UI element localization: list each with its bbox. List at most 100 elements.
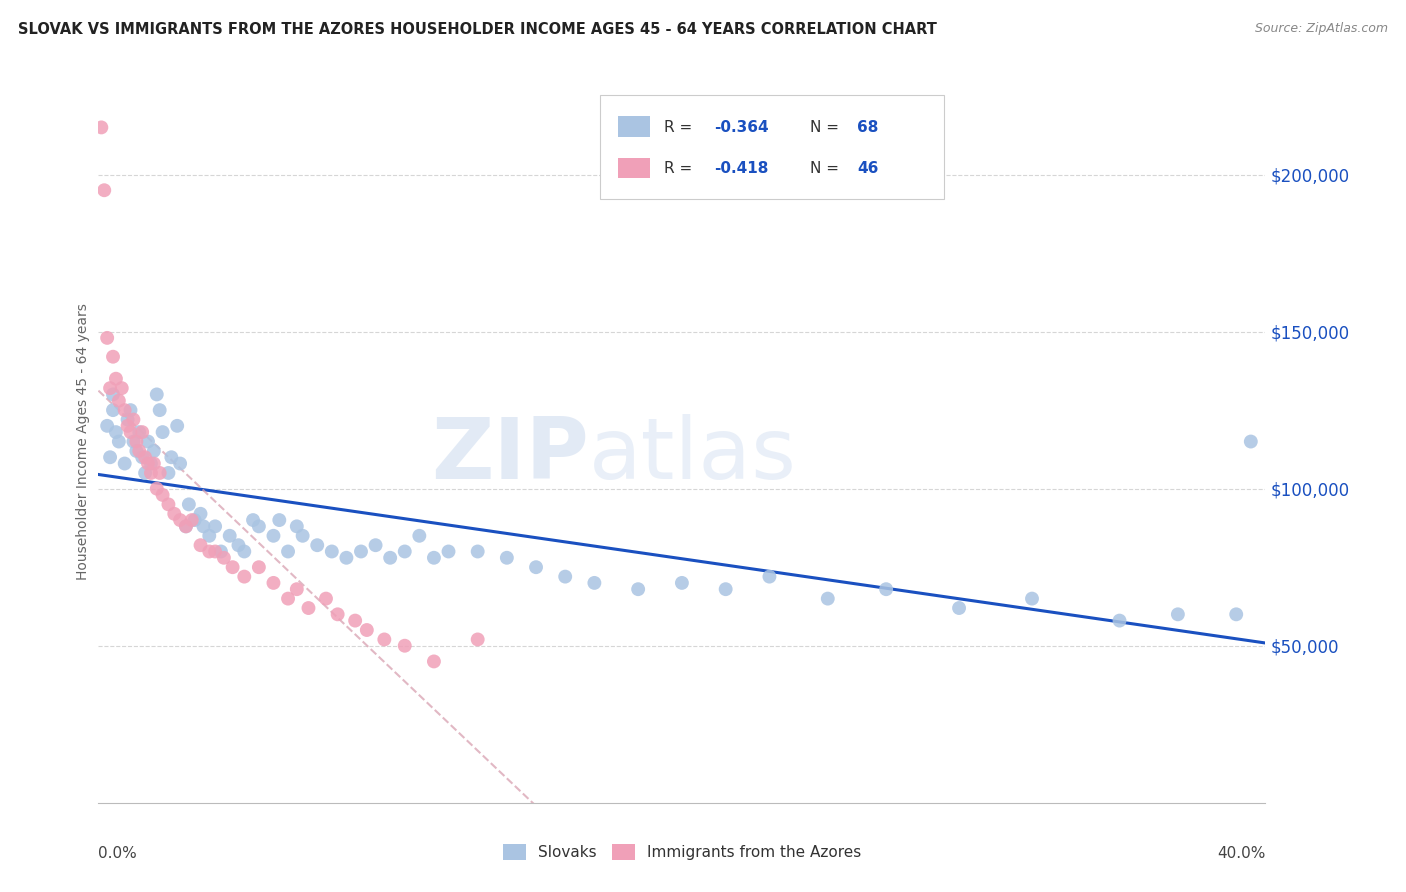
Point: [1021, 591, 1043, 606]
Point: [356, 623, 378, 637]
Point: [394, 544, 416, 558]
Point: [125, 434, 148, 449]
Point: [166, 418, 188, 433]
Point: [134, 450, 156, 465]
Point: [758, 569, 780, 583]
Point: [174, 519, 197, 533]
Point: [177, 497, 200, 511]
Text: SLOVAK VS IMMIGRANTS FROM THE AZORES HOUSEHOLDER INCOME AGES 45 - 64 YEARS CORRE: SLOVAK VS IMMIGRANTS FROM THE AZORES HOU…: [18, 22, 938, 37]
Point: [101, 350, 124, 364]
Point: [120, 425, 142, 439]
Point: [198, 544, 221, 558]
Point: [125, 444, 148, 458]
Text: R =: R =: [665, 161, 697, 176]
Point: [136, 434, 159, 449]
Point: [1108, 614, 1130, 628]
Point: [142, 457, 165, 471]
Text: 68: 68: [858, 120, 879, 135]
FancyBboxPatch shape: [617, 117, 651, 136]
Text: 0.0%: 0.0%: [98, 847, 138, 861]
Point: [262, 529, 284, 543]
Point: [108, 393, 131, 408]
Point: [139, 457, 162, 471]
Point: [285, 519, 308, 533]
Point: [583, 575, 606, 590]
Text: N =: N =: [810, 120, 844, 135]
Point: [204, 544, 226, 558]
Point: [326, 607, 349, 622]
Y-axis label: Householder Income Ages 45 - 64 years: Householder Income Ages 45 - 64 years: [76, 303, 90, 580]
Point: [149, 466, 172, 480]
Text: atlas: atlas: [589, 415, 797, 498]
Point: [285, 582, 308, 597]
Point: [152, 425, 174, 439]
Text: Source: ZipAtlas.com: Source: ZipAtlas.com: [1254, 22, 1388, 36]
Point: [122, 434, 145, 449]
Point: [169, 457, 191, 471]
Point: [408, 529, 430, 543]
Point: [96, 418, 118, 433]
Point: [146, 482, 169, 496]
Text: N =: N =: [810, 161, 844, 176]
Point: [136, 457, 159, 471]
Point: [817, 591, 839, 606]
Point: [269, 513, 291, 527]
Point: [242, 513, 264, 527]
Point: [190, 507, 212, 521]
Text: ZIP: ZIP: [430, 415, 589, 498]
Point: [221, 560, 243, 574]
Point: [131, 425, 153, 439]
Point: [146, 387, 169, 401]
Point: [169, 513, 191, 527]
Point: [209, 544, 232, 558]
Text: -0.418: -0.418: [714, 161, 769, 176]
Point: [114, 457, 136, 471]
Point: [297, 601, 319, 615]
Point: [117, 412, 139, 426]
Point: [157, 466, 180, 480]
Point: [350, 544, 373, 558]
Point: [122, 412, 145, 426]
Point: [233, 544, 256, 558]
Point: [277, 544, 299, 558]
Point: [163, 507, 186, 521]
Point: [627, 582, 650, 597]
Point: [321, 544, 343, 558]
Point: [218, 529, 240, 543]
Point: [157, 497, 180, 511]
Text: 40.0%: 40.0%: [1218, 847, 1265, 861]
FancyBboxPatch shape: [600, 95, 945, 200]
FancyBboxPatch shape: [617, 158, 651, 178]
Point: [149, 403, 172, 417]
Point: [277, 591, 299, 606]
Point: [131, 450, 153, 465]
Text: R =: R =: [665, 120, 697, 135]
Point: [101, 387, 124, 401]
Point: [111, 381, 134, 395]
Point: [380, 550, 402, 565]
Point: [364, 538, 387, 552]
Point: [554, 569, 576, 583]
Point: [496, 550, 519, 565]
Point: [875, 582, 897, 597]
Point: [247, 519, 270, 533]
Point: [714, 582, 737, 597]
Point: [233, 569, 256, 583]
Point: [101, 403, 124, 417]
Point: [291, 529, 314, 543]
Point: [307, 538, 329, 552]
Point: [212, 550, 235, 565]
Point: [134, 466, 156, 480]
Point: [524, 560, 547, 574]
Point: [228, 538, 250, 552]
Point: [98, 381, 121, 395]
Point: [183, 513, 205, 527]
Text: 46: 46: [858, 161, 879, 176]
Point: [152, 488, 174, 502]
Point: [93, 183, 115, 197]
Point: [128, 425, 150, 439]
Point: [262, 575, 284, 590]
Point: [204, 519, 226, 533]
Point: [335, 550, 357, 565]
Point: [98, 450, 121, 465]
